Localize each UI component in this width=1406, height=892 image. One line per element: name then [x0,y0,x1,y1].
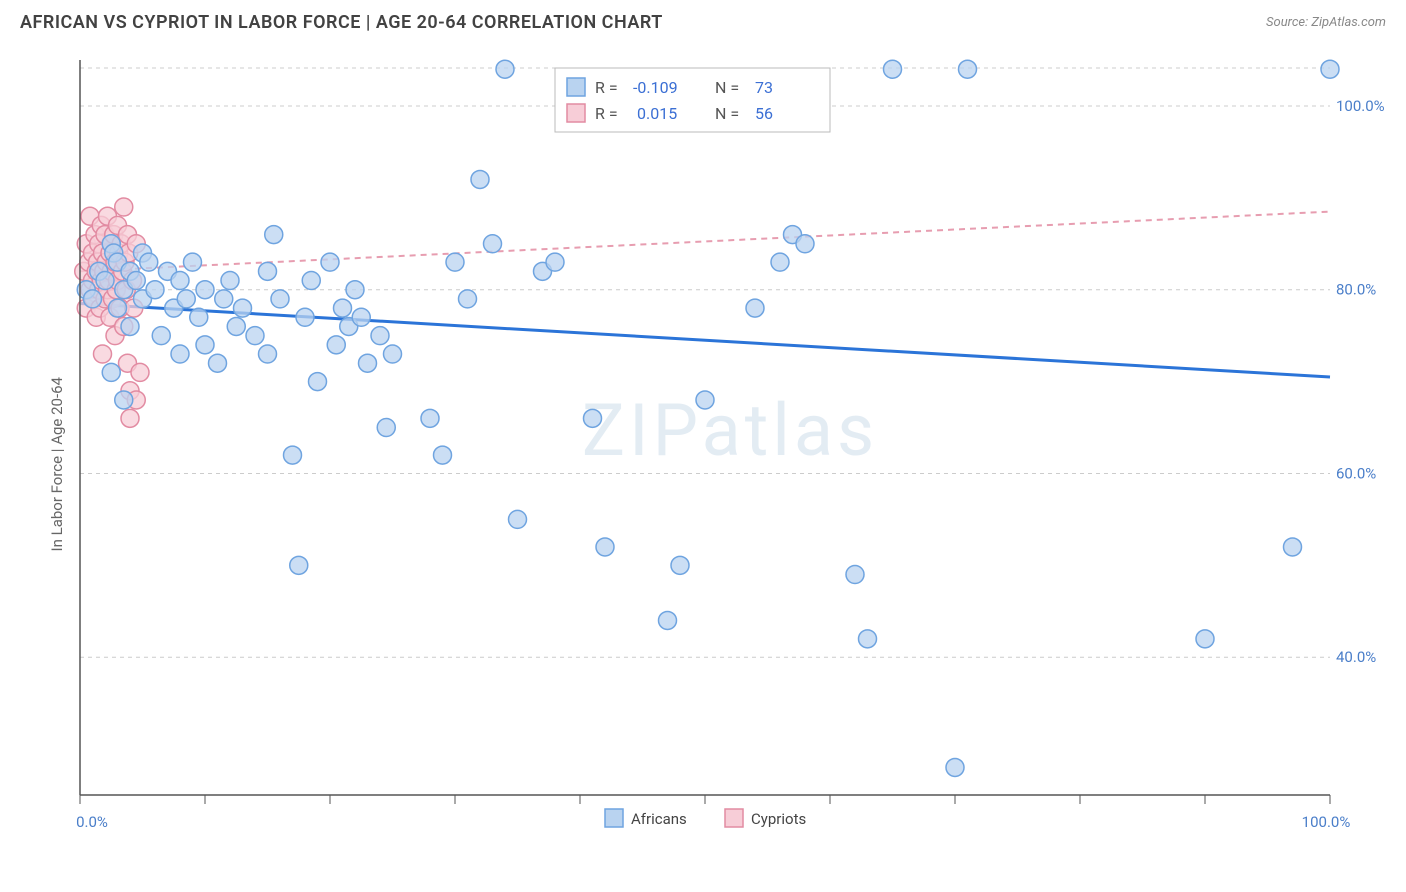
point-africans [1284,538,1302,556]
point-africans [771,253,789,271]
point-africans [96,272,114,290]
y-tick-label: 60.0% [1336,464,1376,482]
x-tick-label-max: 100.0% [1302,813,1351,831]
point-africans [234,299,252,317]
point-africans [259,262,277,280]
point-africans [177,290,195,308]
point-africans [884,60,902,78]
legend-n-africans: 73 [755,78,773,97]
point-africans [352,308,370,326]
legend-n-label-2: N = [715,104,739,123]
point-africans [434,446,452,464]
point-africans [327,336,345,354]
point-africans [152,327,170,345]
point-africans [284,446,302,464]
point-africans [584,409,602,427]
legend-swatch-cypriots [567,104,585,122]
point-cypriots [121,409,139,427]
x-tick-label-min: 0.0% [76,813,108,831]
point-africans [290,556,308,574]
point-africans [140,253,158,271]
point-africans [121,317,139,335]
legend-n-cypriots: 56 [755,104,773,123]
bottom-legend-africans: Africans [631,810,687,828]
point-africans [596,538,614,556]
point-africans [221,272,239,290]
legend-r-label-2: R = [595,104,618,123]
trend-line-africans [80,303,1330,377]
bottom-swatch-africans [605,809,623,827]
point-africans [171,272,189,290]
point-africans [696,391,714,409]
point-africans [246,327,264,345]
point-africans [1196,630,1214,648]
point-africans [546,253,564,271]
legend-r-cypriots: 0.015 [637,104,677,123]
point-africans [146,281,164,299]
scatter-chart: 40.0% 60.0% 80.0% 100.0% ZIPatlas 0.0% 100.0% I… [50,50,1386,842]
point-africans [946,758,964,776]
point-africans [296,308,314,326]
legend-swatch-africans [567,78,585,96]
point-africans [496,60,514,78]
point-africans [109,299,127,317]
point-africans [846,566,864,584]
point-africans [227,317,245,335]
bottom-legend-cypriots: Cypriots [751,810,806,828]
point-africans [421,409,439,427]
point-africans [359,354,377,372]
point-africans [346,281,364,299]
point-africans [659,611,677,629]
y-tick-label: 40.0% [1336,648,1376,666]
point-africans [259,345,277,363]
point-africans [321,253,339,271]
source-attribution: Source: ZipAtlas.com [1266,15,1386,30]
y-tick-label: 80.0% [1336,281,1376,299]
point-africans [384,345,402,363]
point-africans [446,253,464,271]
point-africans [746,299,764,317]
y-tick-label: 100.0% [1336,97,1385,115]
point-cypriots [131,363,149,381]
legend-r-africans: -0.109 [633,78,678,97]
point-africans [509,510,527,528]
y-axis-title: In Labor Force | Age 20-64 [50,376,66,551]
point-cypriots [94,345,112,363]
point-africans [959,60,977,78]
point-africans [334,299,352,317]
point-africans [84,290,102,308]
point-africans [127,272,145,290]
point-africans [302,272,320,290]
point-africans [215,290,233,308]
point-africans [859,630,877,648]
point-africans [1321,60,1339,78]
chart-title: AFRICAN VS CYPRIOT IN LABOR FORCE | AGE … [20,12,663,33]
bottom-swatch-cypriots [725,809,743,827]
point-cypriots [115,198,133,216]
point-africans [196,336,214,354]
point-africans [471,170,489,188]
point-africans [371,327,389,345]
legend-r-label: R = [595,78,618,97]
watermark: ZIPatlas [582,388,878,473]
point-africans [271,290,289,308]
point-africans [196,281,214,299]
point-africans [671,556,689,574]
point-africans [377,419,395,437]
point-africans [102,363,120,381]
point-africans [484,235,502,253]
point-africans [115,391,133,409]
point-africans [796,235,814,253]
legend-n-label: N = [715,78,739,97]
point-africans [184,253,202,271]
point-africans [309,373,327,391]
point-africans [265,226,283,244]
point-africans [459,290,477,308]
point-africans [190,308,208,326]
point-africans [171,345,189,363]
point-africans [209,354,227,372]
